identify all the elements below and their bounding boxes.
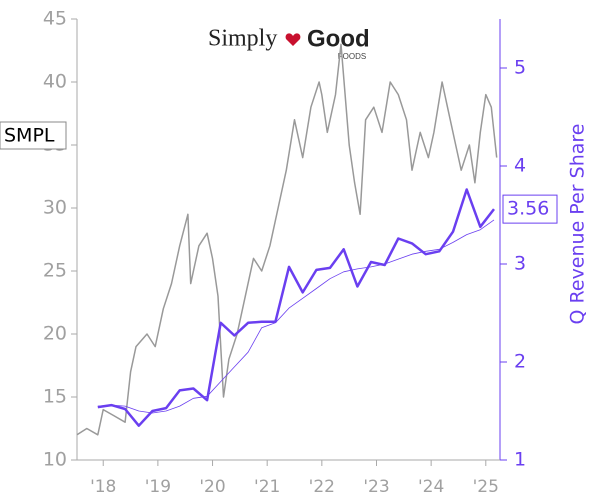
x-tick-label: '24 (418, 477, 444, 497)
y2-tick-label: 2 (514, 351, 526, 373)
x-tick-label: '19 (145, 477, 171, 497)
y-tick-label: 20 (43, 323, 67, 345)
x-tick-label: '22 (309, 477, 335, 497)
ticker-label: SMPL (4, 125, 55, 147)
last-value-label: 3.56 (507, 198, 549, 220)
y2-tick-label: 3 (514, 253, 526, 275)
series-line (76, 43, 498, 436)
y-tick-label: 25 (43, 260, 67, 282)
logo: Simply Good FOODS (208, 25, 370, 61)
y-tick-label: 40 (43, 71, 67, 93)
x-tick-label: '21 (254, 477, 280, 497)
y-tick-label: 15 (43, 386, 67, 408)
last-value-box (502, 194, 558, 224)
y2-tick-label: 4 (514, 155, 526, 177)
x-tick-label: '20 (199, 477, 225, 497)
y-tick-label: 10 (43, 449, 67, 471)
logo-foods: FOODS (338, 52, 366, 61)
y-tick-label: 30 (43, 197, 67, 219)
series-line (97, 188, 495, 427)
logo-good: Good (307, 25, 370, 52)
logo-heart (285, 33, 301, 46)
x-tick-label: '23 (363, 477, 389, 497)
y-tick-label: 45 (43, 8, 67, 30)
x-tick-label: '18 (90, 477, 116, 497)
x-tick-label: '25 (473, 477, 499, 497)
y2-axis-label: Q Revenue Per Share (567, 124, 589, 325)
series-line (97, 219, 495, 414)
logo-simply: Simply (208, 26, 277, 52)
y2-tick-label: 1 (514, 449, 526, 471)
ticker-box (0, 121, 67, 150)
y2-tick-label: 5 (514, 57, 526, 79)
